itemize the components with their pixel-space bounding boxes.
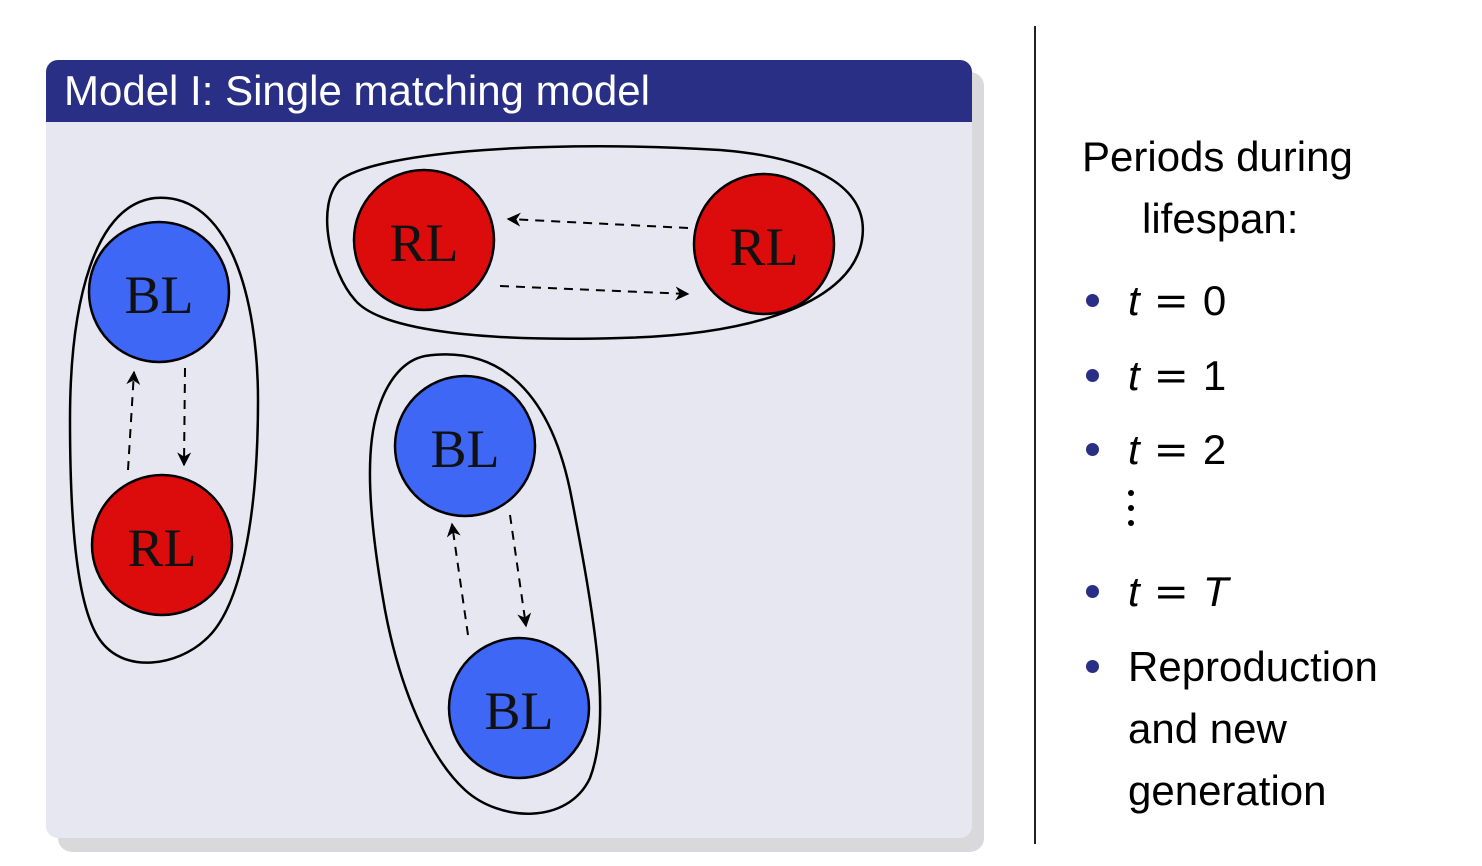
bullet-icon — [1086, 294, 1099, 307]
heading-line-2: lifespan: — [1142, 195, 1299, 242]
period-eq: = — [1153, 425, 1189, 474]
group-bl-bl: BL BL — [368, 353, 602, 815]
period-eq: = — [1153, 276, 1189, 325]
rl-node — [692, 172, 836, 316]
bullet-icon — [1086, 369, 1099, 382]
block-title: Model I: Single matching model — [46, 60, 972, 122]
period-var: t — [1128, 426, 1140, 473]
group-outline — [325, 145, 865, 340]
bl-node-label: BL — [430, 419, 499, 479]
bullet-icon — [1086, 660, 1099, 673]
reproduction-line-1: Reproduction — [1128, 643, 1378, 690]
period-value: 0 — [1202, 277, 1227, 324]
bl-node — [393, 374, 537, 518]
rl-node-label: RL — [127, 518, 196, 578]
period-var: t — [1128, 277, 1140, 324]
period-value: 1 — [1202, 352, 1227, 399]
vertical-ellipsis-icon — [1124, 490, 1138, 526]
group-outline — [368, 353, 602, 815]
bl-node — [87, 220, 231, 364]
arrow-down — [509, 514, 532, 628]
heading-line-1: Periods during — [1082, 133, 1353, 180]
bl-node-label: BL — [124, 265, 193, 325]
period-value: 2 — [1202, 426, 1227, 473]
rl-node — [352, 168, 496, 312]
bullet-icon — [1086, 585, 1099, 598]
periods-heading: Periods during lifespan: — [1082, 126, 1353, 250]
bl-node — [447, 636, 591, 780]
arrow-right — [499, 285, 690, 301]
period-eq: = — [1153, 351, 1189, 400]
rl-node-label: RL — [389, 213, 458, 273]
period-var: t — [1128, 568, 1140, 615]
rl-node-label: RL — [729, 217, 798, 277]
period-var: t — [1128, 352, 1140, 399]
bullet-icon — [1086, 443, 1099, 456]
group-rl-rl: RL RL — [325, 145, 865, 340]
rl-node — [90, 473, 234, 617]
period-value: T — [1202, 568, 1229, 615]
column-divider — [1034, 26, 1036, 844]
group-bl-rl: BL RL — [68, 196, 260, 664]
reproduction-line-2: and new — [1128, 705, 1287, 752]
period-eq: = — [1153, 567, 1189, 616]
matching-diagram: BL RL RL RL BL BL — [68, 145, 865, 815]
arrow-left — [506, 212, 689, 229]
group-outline — [68, 196, 260, 664]
arrow-down — [177, 367, 192, 467]
bl-node-label: BL — [484, 681, 553, 741]
arrow-up — [446, 522, 469, 636]
reproduction-line-3: generation — [1128, 767, 1327, 814]
arrow-up — [126, 370, 141, 471]
